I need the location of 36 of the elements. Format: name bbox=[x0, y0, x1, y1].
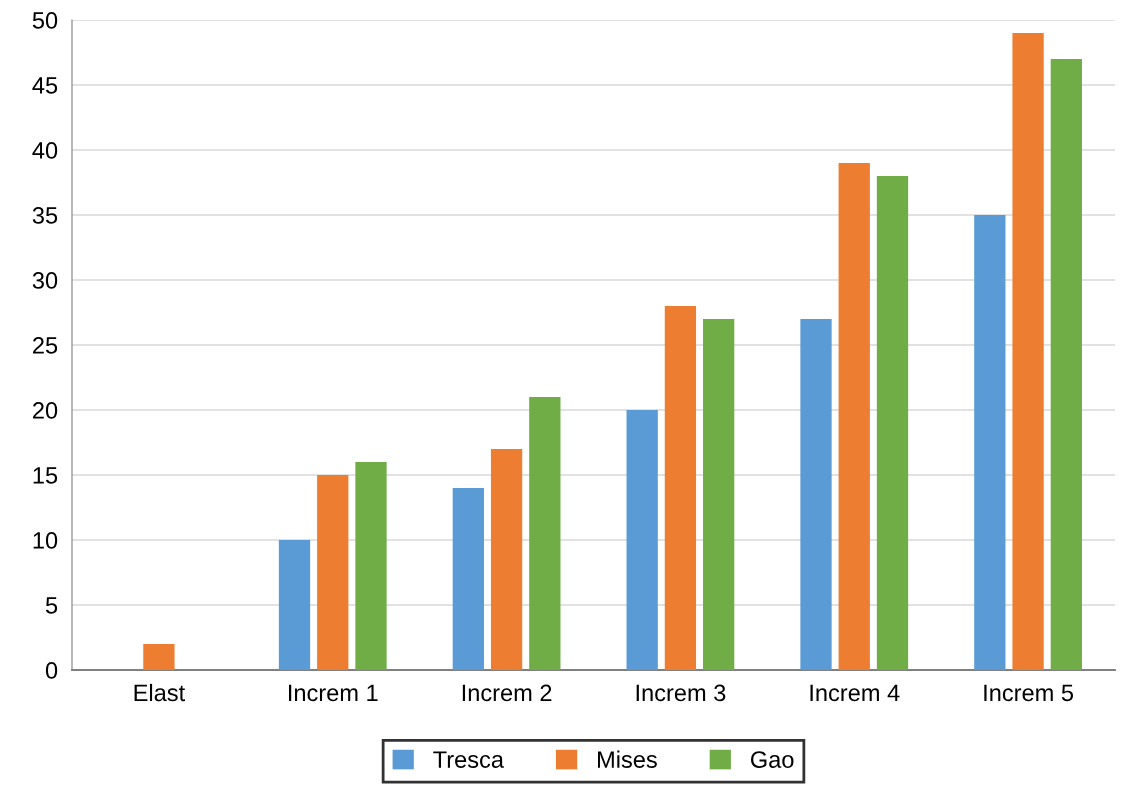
x-tick-label: Increm 2 bbox=[462, 684, 552, 702]
bar bbox=[490, 449, 523, 670]
bar bbox=[452, 488, 484, 670]
y-tick-label: 35 bbox=[32, 207, 58, 224]
y-tick-label: 20 bbox=[33, 402, 58, 419]
y-tick-label: 0 bbox=[45, 662, 58, 679]
bar bbox=[1050, 59, 1082, 670]
y-tick-label: 5 bbox=[45, 597, 58, 614]
x-tick-label: Increm 5 bbox=[984, 684, 1074, 702]
bar bbox=[278, 540, 311, 670]
y-tick-label: 25 bbox=[33, 337, 58, 354]
bar bbox=[626, 410, 658, 670]
x-tick-label: Increm 1 bbox=[289, 684, 378, 702]
y-tick-label: 10 bbox=[33, 532, 58, 549]
y-tick-label: 15 bbox=[33, 467, 58, 484]
y-tick-label: 40 bbox=[32, 142, 58, 159]
bar bbox=[317, 475, 349, 670]
bar bbox=[974, 215, 1006, 670]
legend-label: Mises bbox=[598, 750, 657, 768]
legend-label: Gao bbox=[750, 751, 794, 768]
bar bbox=[355, 462, 387, 670]
bar bbox=[703, 319, 735, 670]
y-tick-label: 45 bbox=[32, 77, 58, 94]
y-tick-label: 30 bbox=[32, 272, 58, 289]
bar bbox=[529, 397, 561, 670]
bar bbox=[143, 644, 175, 670]
bar bbox=[876, 176, 909, 670]
bar bbox=[664, 306, 697, 670]
y-tick-label: 50 bbox=[32, 12, 58, 29]
x-tick-label: Increm 3 bbox=[636, 684, 726, 702]
x-tick-label: Increm 4 bbox=[810, 684, 900, 702]
bar bbox=[1012, 33, 1044, 670]
legend-label: Tresca bbox=[433, 751, 504, 768]
x-tick-label: Elast bbox=[134, 683, 185, 702]
bar bbox=[838, 163, 870, 670]
bar bbox=[800, 319, 832, 670]
